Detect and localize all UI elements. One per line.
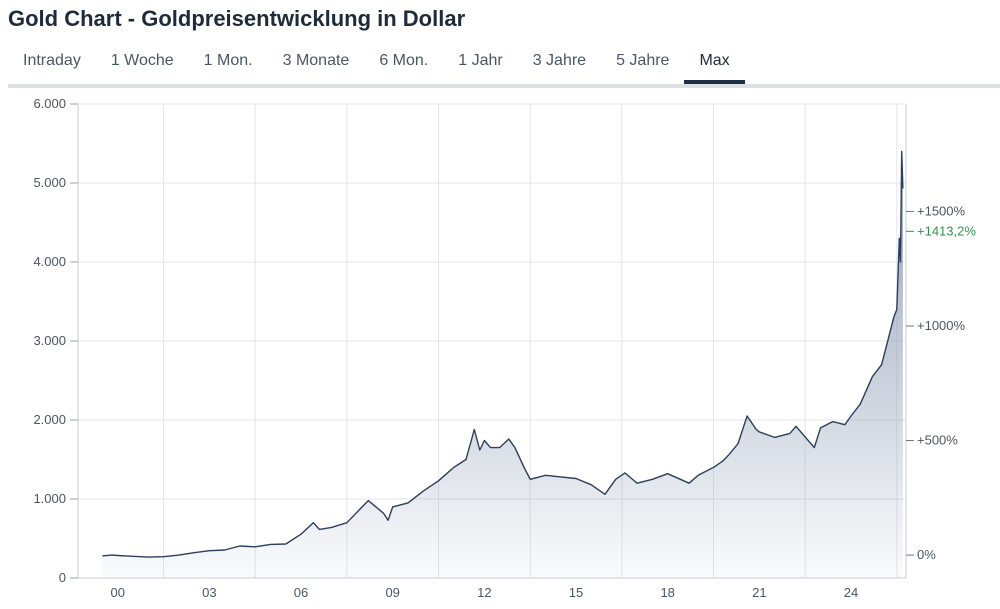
page-title: Gold Chart - Goldpreisentwicklung in Dol… [8, 6, 466, 31]
price-line [102, 150, 904, 558]
tab-divider [8, 84, 1000, 88]
x-tick-label: 15 [569, 585, 583, 600]
tab-6-mon[interactable]: 6 Mon. [379, 52, 429, 69]
x-tick-label: 21 [752, 585, 766, 600]
pct-tick-label: +1000% [917, 318, 966, 333]
tab-1-woche[interactable]: 1 Woche [110, 52, 174, 69]
x-tick-label: 06 [294, 585, 308, 600]
pct-tick-label: +1500% [917, 203, 966, 218]
x-tick-label: 09 [385, 585, 399, 600]
tab-3-jahre[interactable]: 3 Jahre [532, 52, 587, 69]
price-area-fill [102, 151, 903, 578]
x-tick-label: 00 [110, 585, 124, 600]
y-tick-label: 6.000 [33, 96, 66, 111]
y-tick-label: 4.000 [33, 254, 66, 269]
gold-price-chart: 0 1.000 2.000 3.000 4.000 5.000 6.000 00 03 06 09 1… [33, 96, 976, 600]
y-tick-label: 5.000 [33, 175, 66, 190]
y-tick-label: 1.000 [33, 491, 66, 506]
x-tick-label: 12 [477, 585, 491, 600]
tab-5-jahre[interactable]: 5 Jahre [616, 52, 670, 69]
pct-tick-label: +500% [917, 433, 958, 448]
axes: 0 1.000 2.000 3.000 4.000 5.000 6.000 00 03 06 09 1… [33, 96, 976, 600]
x-tick-label: 03 [202, 585, 216, 600]
tab-1-mon[interactable]: 1 Mon. [203, 52, 253, 69]
current-pct-label: +1413,2% [917, 223, 976, 238]
price-area [102, 150, 904, 578]
tab-1-jahr[interactable]: 1 Jahr [458, 52, 503, 69]
tab-intraday[interactable]: Intraday [23, 52, 81, 69]
tab-3-monate[interactable]: 3 Monate [282, 52, 350, 69]
pct-tick-label: 0% [917, 547, 936, 562]
tab-max[interactable]: Max [684, 38, 745, 84]
y-tick-label: 2.000 [33, 412, 66, 427]
timeframe-tabs: Intraday 1 Woche 1 Mon. 3 Monate 6 Mon. 1 Jah… [8, 38, 1000, 88]
x-tick-label: 18 [660, 585, 674, 600]
y-tick-label: 0 [59, 570, 66, 585]
y-tick-label: 3.000 [33, 333, 66, 348]
x-tick-label: 24 [844, 585, 858, 600]
tab-list: Intraday 1 Woche 1 Mon. 3 Monate 6 Mon. 1 Jah… [8, 38, 1000, 84]
